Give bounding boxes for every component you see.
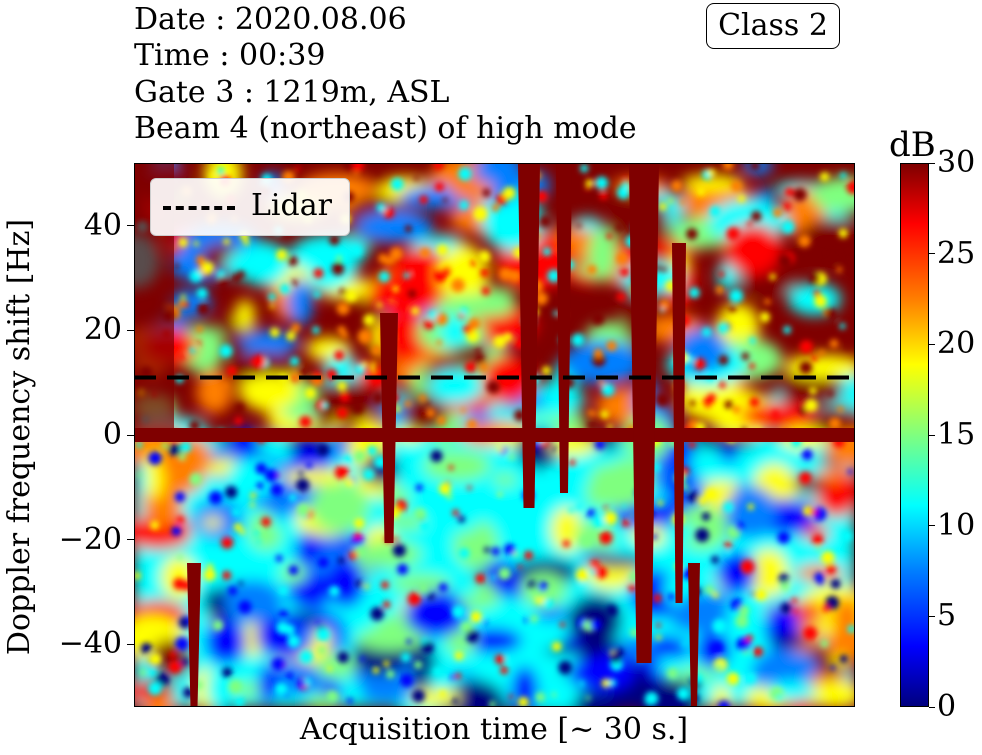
y-tick <box>127 539 134 541</box>
y-tick-label: 40 <box>83 207 122 243</box>
y-tick <box>127 225 134 227</box>
y-tick <box>127 643 134 645</box>
legend-label-lidar: Lidar <box>251 188 332 223</box>
colorbar-tick <box>929 525 935 527</box>
y-tick-label: −40 <box>58 626 122 662</box>
y-axis-label: Doppler frequency shift [Hz] <box>2 218 37 656</box>
gate-text: Gate 3 : 1219m, ASL <box>134 75 450 110</box>
x-axis-label: Acquisition time [~ 30 s.] <box>299 712 689 747</box>
colorbar-tick-label: 15 <box>937 417 976 452</box>
colorbar-tick-label: 5 <box>937 598 957 634</box>
colorbar-title: dB <box>889 125 936 165</box>
date-text: Date : 2020.08.06 <box>134 2 407 37</box>
colorbar-tick <box>929 162 935 164</box>
y-tick <box>127 329 134 331</box>
colorbar-tick <box>929 434 935 436</box>
colorbar-tick <box>929 253 935 255</box>
colorbar-tick-label: 25 <box>937 235 976 271</box>
y-tick-label: −20 <box>58 521 122 557</box>
legend-dashed-line-icon <box>163 206 235 210</box>
colorbar-tick-label: 10 <box>937 507 976 543</box>
spectrogram-plot <box>134 163 855 707</box>
time-text: Time : 00:39 <box>134 38 326 73</box>
colorbar-tick-label: 30 <box>937 145 976 180</box>
y-tick-label: 0 <box>102 417 122 452</box>
class-badge: Class 2 <box>706 3 840 49</box>
y-tick-label: 20 <box>83 312 122 348</box>
colorbar-tick-label: 0 <box>937 689 957 724</box>
colorbar-tick <box>929 615 935 617</box>
beam-text: Beam 4 (northeast) of high mode <box>134 111 637 146</box>
colorbar-tick <box>929 343 935 345</box>
colorbar-tick <box>929 706 935 708</box>
colorbar <box>900 163 929 707</box>
y-tick <box>127 434 134 436</box>
legend: Lidar <box>150 178 350 236</box>
colorbar-tick-label: 20 <box>937 326 976 362</box>
